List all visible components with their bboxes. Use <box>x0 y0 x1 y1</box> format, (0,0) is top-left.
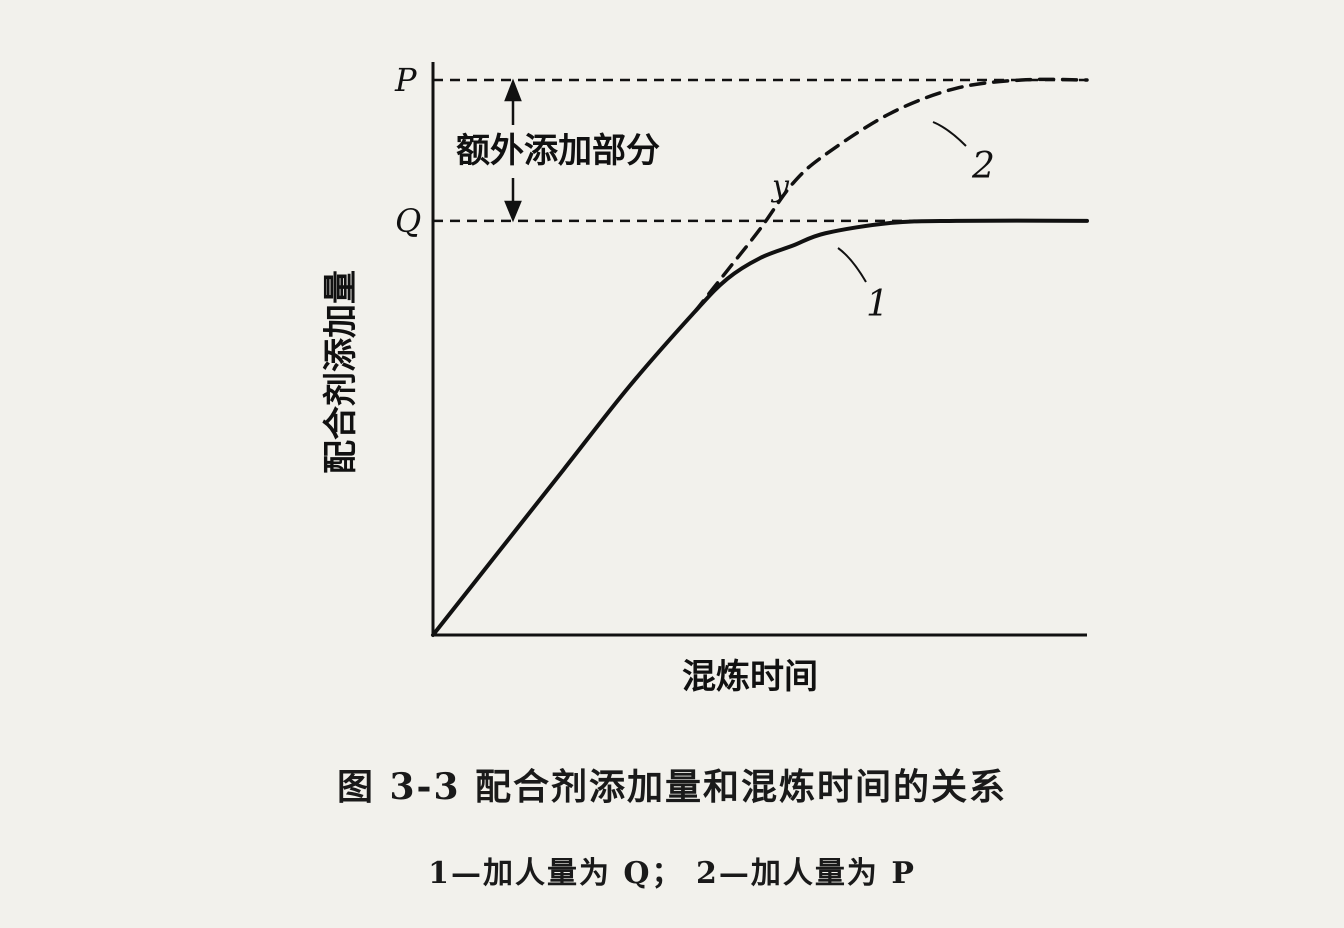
figure-caption-note: 1—加人量为 Q； 2—加人量为 P <box>428 856 916 891</box>
point-y-label: y <box>770 169 790 204</box>
arrow-up-head <box>504 78 522 102</box>
arrow-down-head <box>504 200 522 223</box>
series-line-2 <box>692 77 1089 314</box>
level-label-p: P <box>394 61 417 99</box>
y-axis-label: 配合剂添加量 <box>321 270 361 474</box>
level-label-q: Q <box>395 202 421 240</box>
axes <box>431 62 1087 637</box>
series-1-label: 1 <box>866 284 889 325</box>
series-2-label: 2 <box>971 146 995 187</box>
series-line-1 <box>431 218 1089 637</box>
extra-amount-arrows <box>504 78 522 223</box>
leader-line-2 <box>932 121 967 147</box>
extra-amount-label: 额外添加部分 <box>456 131 660 171</box>
series-leader-lines <box>837 121 967 283</box>
chart: P Q 额外添加部分 y 1 2 混炼时间 配合剂添加量 <box>321 61 1089 697</box>
leader-line-1 <box>837 247 867 283</box>
x-axis-label: 混炼时间 <box>682 657 818 697</box>
series-layer <box>431 77 1089 637</box>
figure-caption: 图 3-3 配合剂添加量和混炼时间的关系 <box>336 766 1008 808</box>
